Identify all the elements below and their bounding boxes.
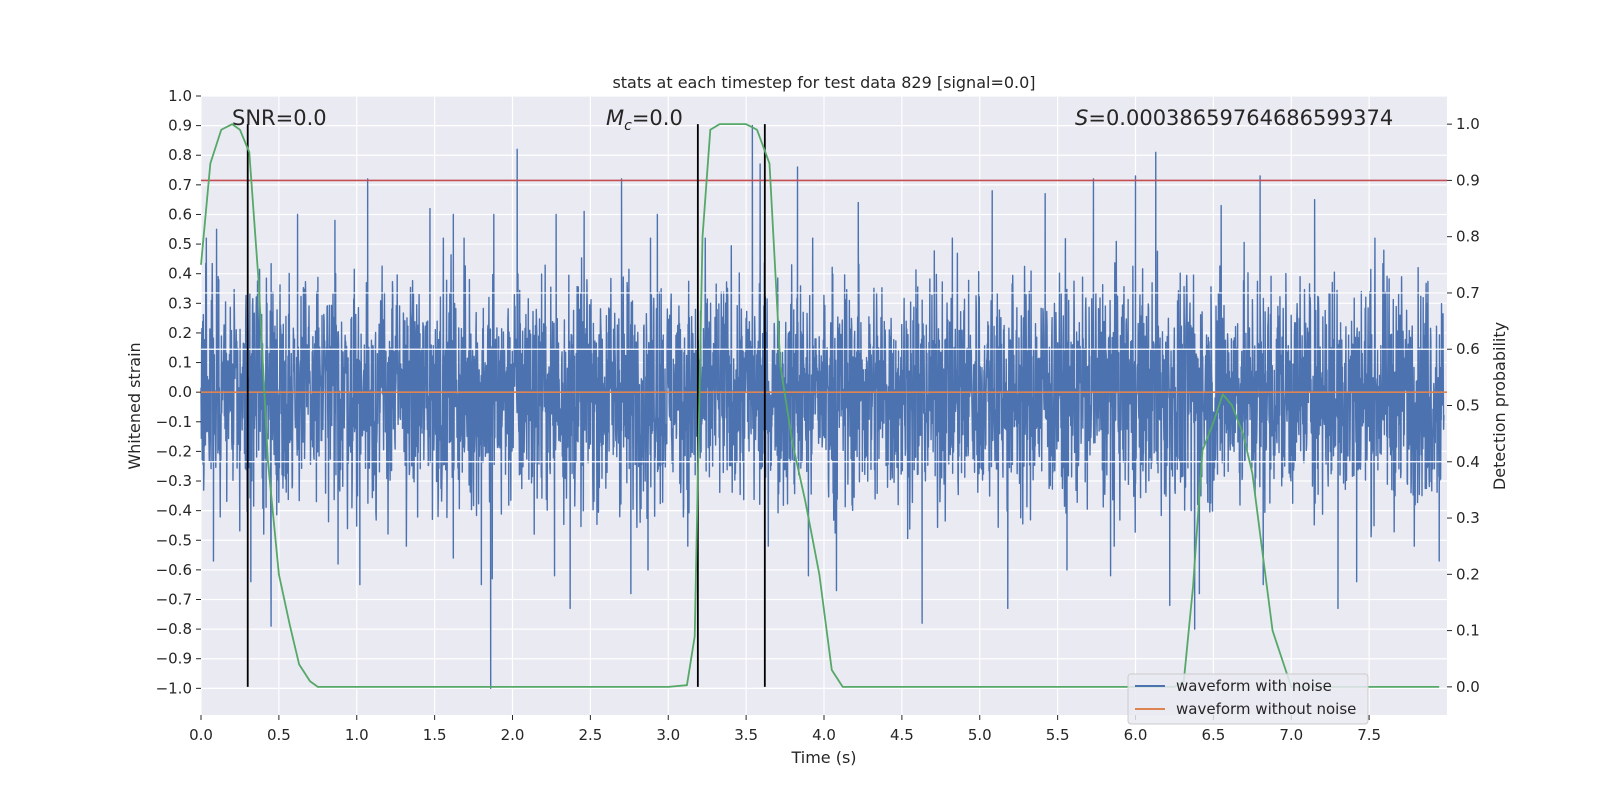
y-axis-label: Whitened strain — [125, 342, 144, 469]
y-tick-label-17: −0.7 — [156, 590, 192, 608]
waveform-with-noise-series — [200, 124, 1445, 690]
s-symbol: S — [1075, 106, 1088, 130]
axes: 0.0 0.5 1.0 1.5 2.0 2.5 3.0 3.5 4.0 4.5 5.0 5.5 6.0 6… — [156, 87, 1480, 744]
y-tick-label-20: −1.0 — [156, 679, 192, 697]
x-tick-label-14: 7.0 — [1279, 726, 1303, 744]
y2-tick-label-6: 0.4 — [1456, 453, 1480, 471]
y-tick-label-7: 0.3 — [168, 294, 192, 312]
detection-probability-line — [200, 123, 1440, 688]
x-axis-label: Time (s) — [790, 748, 856, 767]
legend: waveform with noise waveform without noi… — [1127, 673, 1369, 725]
y-tick-label-1: 0.9 — [168, 117, 192, 135]
y-tick-label-12: −0.2 — [156, 442, 192, 460]
x-tick-label-12: 6.0 — [1124, 726, 1148, 744]
legend-box — [1127, 673, 1369, 725]
y2-tick-label-9: 0.1 — [1456, 622, 1480, 640]
x-tick-label-8: 4.0 — [812, 726, 836, 744]
x-tick-label-6: 3.0 — [656, 726, 680, 744]
y2-tick-label-3: 0.7 — [1456, 284, 1480, 302]
y-tick-label-15: −0.5 — [156, 531, 192, 549]
x-tick-label-10: 5.0 — [968, 726, 992, 744]
s-value: =0.00038659764686599374 — [1088, 106, 1393, 130]
y2-axis-label: Detection probability — [1490, 322, 1509, 490]
chirp-mass-symbol: M — [606, 106, 624, 130]
x-tick-label-11: 5.5 — [1046, 726, 1070, 744]
y-tick-label-6: 0.4 — [168, 265, 192, 283]
chart-title: stats at each timestep for test data 829… — [612, 73, 1035, 92]
x-tick-label-2: 1.0 — [345, 726, 369, 744]
legend-label-noise: waveform with noise — [1176, 677, 1332, 695]
x-tick-label-3: 1.5 — [423, 726, 447, 744]
snr-annotation: SNR=0.0 — [232, 106, 327, 130]
x-tick-label-9: 4.5 — [890, 726, 914, 744]
y-tick-label-18: −0.8 — [156, 620, 192, 638]
y2-tick-label-1: 0.9 — [1456, 171, 1480, 189]
s-annotation: S=0.00038659764686599374 — [1075, 106, 1393, 130]
y2-tick-label-5: 0.5 — [1456, 397, 1480, 415]
y2-tick-label-0: 1.0 — [1456, 115, 1480, 133]
y-tick-label-0: 1.0 — [168, 87, 192, 105]
x-tick-label-13: 6.5 — [1201, 726, 1225, 744]
chirp-mass-value: =0.0 — [632, 106, 683, 130]
x-tick-label-1: 0.5 — [267, 726, 291, 744]
y-tick-label-13: −0.3 — [156, 472, 192, 490]
y-tick-label-10: 0.0 — [168, 383, 192, 401]
x-tick-label-4: 2.0 — [501, 726, 525, 744]
chirp-mass-subscript: c — [624, 118, 632, 134]
y-tick-label-5: 0.5 — [168, 235, 192, 253]
legend-label-clean: waveform without noise — [1176, 700, 1356, 718]
y-tick-label-11: −0.1 — [156, 413, 192, 431]
y-tick-label-9: 0.1 — [168, 354, 192, 372]
y2-tick-label-7: 0.3 — [1456, 509, 1480, 527]
y-tick-label-3: 0.7 — [168, 176, 192, 194]
y-tick-label-19: −0.9 — [156, 650, 192, 668]
y-tick-label-16: −0.6 — [156, 561, 192, 579]
x-tick-label-7: 3.5 — [734, 726, 758, 744]
y2-tick-label-2: 0.8 — [1456, 228, 1480, 246]
x-tick-label-15: 7.5 — [1357, 726, 1381, 744]
y-tick-label-8: 0.2 — [168, 324, 192, 342]
x-tick-label-0: 0.0 — [189, 726, 213, 744]
plot-overlays — [200, 123, 1447, 688]
y-tick-label-4: 0.6 — [168, 205, 192, 223]
y2-tick-label-10: 0.0 — [1456, 678, 1480, 696]
y2-tick-label-8: 0.2 — [1456, 565, 1480, 583]
y-tick-label-14: −0.4 — [156, 502, 192, 520]
waveform-with-noise-line — [200, 124, 1445, 690]
y2-tick-label-4: 0.6 — [1456, 340, 1480, 358]
chirp-mass-annotation: Mc=0.0 — [606, 106, 683, 134]
y-tick-label-2: 0.8 — [168, 146, 192, 164]
x-tick-label-5: 2.5 — [578, 726, 602, 744]
